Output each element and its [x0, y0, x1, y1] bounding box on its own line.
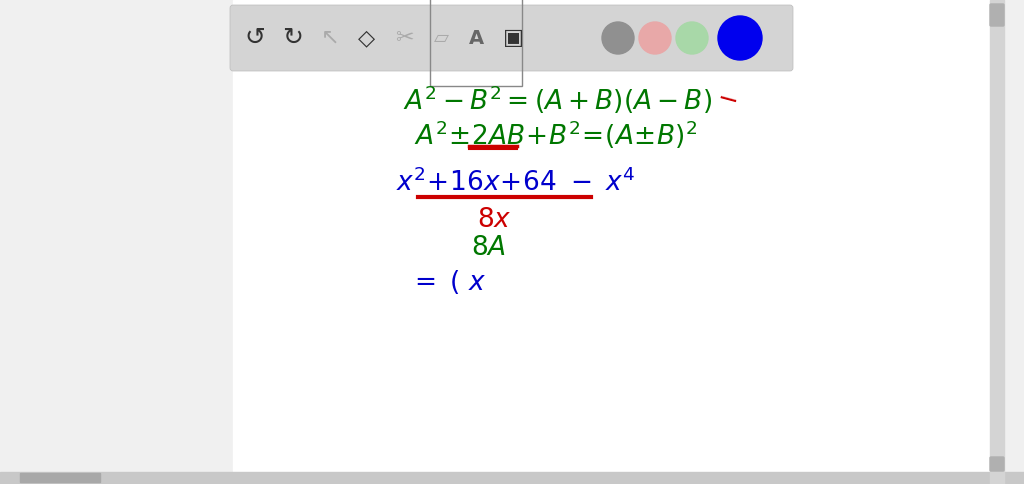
Bar	[0, 472, 1024, 484]
Text: ▱: ▱	[433, 29, 449, 47]
Circle shape	[718, 16, 762, 60]
Circle shape	[676, 22, 708, 54]
Text: $\mathit{=\ (\ x}$: $\mathit{=\ (\ x}$	[410, 268, 486, 296]
FancyBboxPatch shape	[990, 4, 1004, 26]
Text: ↻: ↻	[283, 26, 303, 50]
Bar	[20, 473, 100, 482]
Text: $\mathit{8x}$: $\mathit{8x}$	[477, 207, 511, 233]
Bar	[233, 0, 990, 472]
Text: ▣: ▣	[503, 28, 523, 48]
Bar	[990, 0, 1004, 484]
Text: ↖: ↖	[321, 28, 339, 48]
Text: ↺: ↺	[245, 26, 265, 50]
Text: $\mathit{A^2-B^2= (A+B)(A-B)}$: $\mathit{A^2-B^2= (A+B)(A-B)}$	[403, 84, 713, 116]
FancyBboxPatch shape	[230, 5, 793, 71]
FancyBboxPatch shape	[990, 457, 1004, 471]
Text: $\mathit{8A}$: $\mathit{8A}$	[471, 235, 507, 261]
Text: $\mathit{x^2\!+\!16x\!+\!64\ -\ x^4}$: $\mathit{x^2\!+\!16x\!+\!64\ -\ x^4}$	[396, 169, 636, 197]
Text: —: —	[717, 88, 739, 110]
Text: A: A	[468, 29, 483, 47]
Text: ◇: ◇	[357, 28, 375, 48]
Circle shape	[602, 22, 634, 54]
Text: $\mathit{A^2\!\pm\!2AB\!+\!B^2\!=\! (A\!\pm\!B)^2}$: $\mathit{A^2\!\pm\!2AB\!+\!B^2\!=\! (A\!…	[415, 119, 697, 151]
Text: ✂: ✂	[394, 28, 414, 48]
Circle shape	[639, 22, 671, 54]
